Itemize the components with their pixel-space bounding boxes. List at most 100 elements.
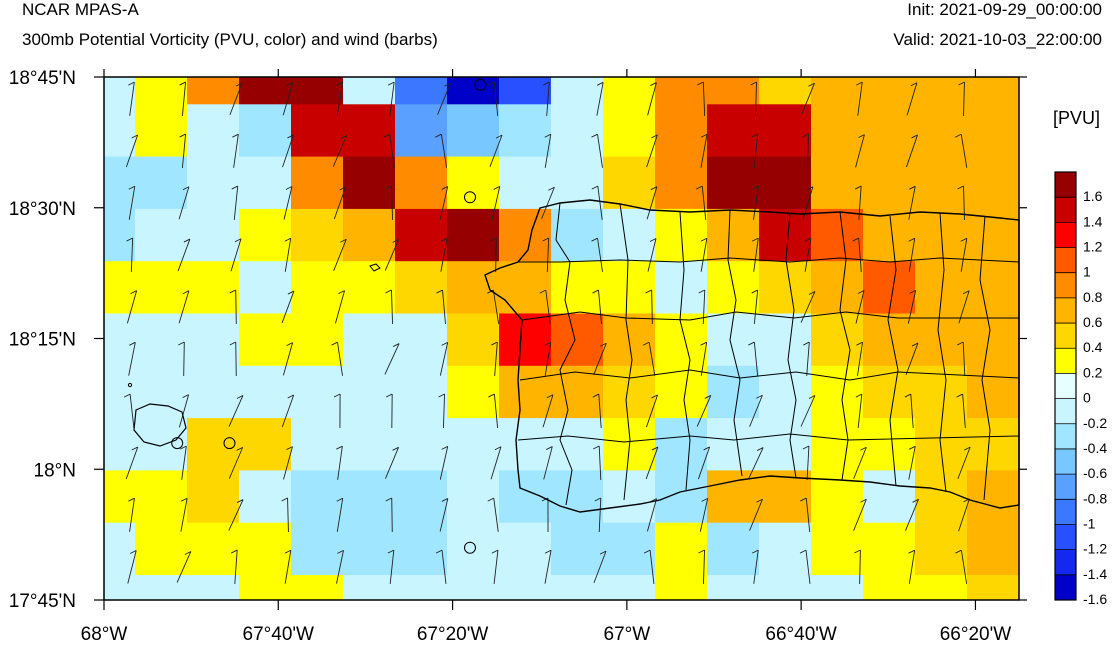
pv-cell — [104, 208, 136, 262]
pv-cell — [603, 522, 656, 576]
wind-barb-flag — [808, 291, 816, 295]
wind-barb-flag — [643, 549, 651, 554]
pv-cell — [603, 575, 656, 601]
pv-cell — [499, 77, 552, 105]
wind-barb-flag — [548, 186, 555, 191]
wind-barb — [593, 343, 607, 375]
wind-barb — [748, 447, 764, 479]
pv-cell — [655, 418, 708, 471]
pv-cell — [811, 156, 864, 210]
wind-barb-flag — [179, 81, 186, 86]
wind-barb — [491, 186, 501, 220]
pv-cell — [187, 365, 240, 419]
pv-cell — [395, 575, 448, 601]
pv-cell — [759, 365, 812, 419]
wind-barb-flag — [751, 289, 758, 294]
pv-cell — [395, 470, 448, 524]
y-tick-label: 18°30'N — [9, 199, 76, 220]
wind-barb-flag — [908, 237, 915, 242]
island-coastline — [484, 199, 1020, 513]
field-description: 300mb Potential Vorticity (PVU, color) a… — [22, 30, 438, 49]
pv-cell — [343, 575, 396, 601]
wind-barb — [493, 394, 499, 428]
wind-barb — [128, 342, 136, 376]
wind-barb-flag — [491, 341, 498, 346]
wind-barb-flag — [546, 394, 554, 399]
wind-barb-flag — [231, 185, 238, 190]
pv-cell — [499, 313, 552, 367]
mona-island — [133, 403, 187, 447]
wind-barb — [284, 238, 292, 272]
wind-barb — [544, 550, 552, 584]
municipal-boundary — [727, 209, 743, 477]
pv-cell — [239, 418, 292, 471]
wind-barb — [753, 290, 759, 324]
municipal-boundary — [521, 311, 1019, 321]
wind-barb — [598, 394, 602, 428]
pv-cell — [707, 313, 760, 367]
wind-barb-flag — [860, 446, 867, 451]
wind-barb-flag — [182, 186, 190, 191]
pv-cell — [655, 470, 708, 524]
municipal-boundary — [785, 212, 797, 479]
wind-barb-flag — [232, 133, 239, 138]
wind-barb-flag — [331, 341, 338, 346]
pv-cell — [551, 261, 604, 314]
wind-barb-flag — [440, 237, 448, 242]
pv-cell — [707, 104, 760, 158]
colorbar-swatch — [1055, 448, 1076, 475]
wind-barb-flag — [385, 289, 392, 294]
wind-barb-flag — [756, 498, 763, 503]
wind-barb — [807, 133, 809, 169]
pv-cell — [551, 313, 604, 367]
colorbar-frame — [1054, 171, 1077, 601]
wind-barb-flag — [392, 238, 399, 243]
wind-barb — [176, 551, 192, 583]
pv-cell — [447, 522, 500, 576]
desecheo-island — [369, 263, 381, 272]
wind-barb — [806, 446, 810, 480]
wind-barb — [178, 394, 190, 428]
wind-barb-flag — [703, 446, 710, 451]
pv-cell — [967, 418, 1020, 471]
wind-barb-flag — [954, 133, 962, 138]
pv-cell — [551, 470, 604, 524]
wind-barb — [593, 550, 607, 584]
wind-barb-flag — [856, 341, 863, 346]
wind-barb — [598, 445, 602, 481]
wind-barb-flag — [128, 497, 135, 502]
wind-barb — [646, 134, 658, 168]
pv-cell — [499, 522, 552, 576]
wind-barb-flag — [385, 393, 393, 398]
wind-barb — [908, 238, 916, 272]
pv-cell — [447, 418, 500, 471]
wind-barb — [542, 394, 554, 428]
pv-cell — [187, 470, 240, 524]
wind-barb-flag — [799, 549, 807, 554]
wind-barb — [649, 550, 655, 584]
wind-barb-flag — [704, 395, 712, 399]
wind-barb-flag — [700, 237, 708, 242]
wind-barb — [281, 290, 295, 324]
wind-barb-flag — [750, 81, 757, 86]
pv-cell — [395, 522, 448, 576]
colorbar-tick-label: -1.4 — [1083, 566, 1107, 582]
wind-barb-flag — [599, 550, 607, 555]
wind-barb-flag — [184, 551, 192, 555]
wind-barb-flag — [541, 497, 549, 502]
pv-cell — [811, 104, 864, 158]
pv-cell — [104, 522, 136, 576]
pv-cell — [707, 208, 760, 262]
pv-cell — [603, 104, 656, 158]
pv-cell — [603, 365, 656, 419]
wind-barb-flag — [286, 342, 293, 347]
wind-barb-flag — [131, 134, 138, 139]
pv-cell — [291, 208, 344, 262]
wind-barb-flag — [229, 289, 236, 294]
wind-barb-flag — [596, 81, 604, 86]
pv-cell — [863, 208, 916, 262]
wind-barb — [905, 342, 919, 376]
wind-barb-flag — [756, 447, 764, 451]
pv-cell — [239, 313, 292, 367]
pv-cell — [343, 77, 396, 105]
